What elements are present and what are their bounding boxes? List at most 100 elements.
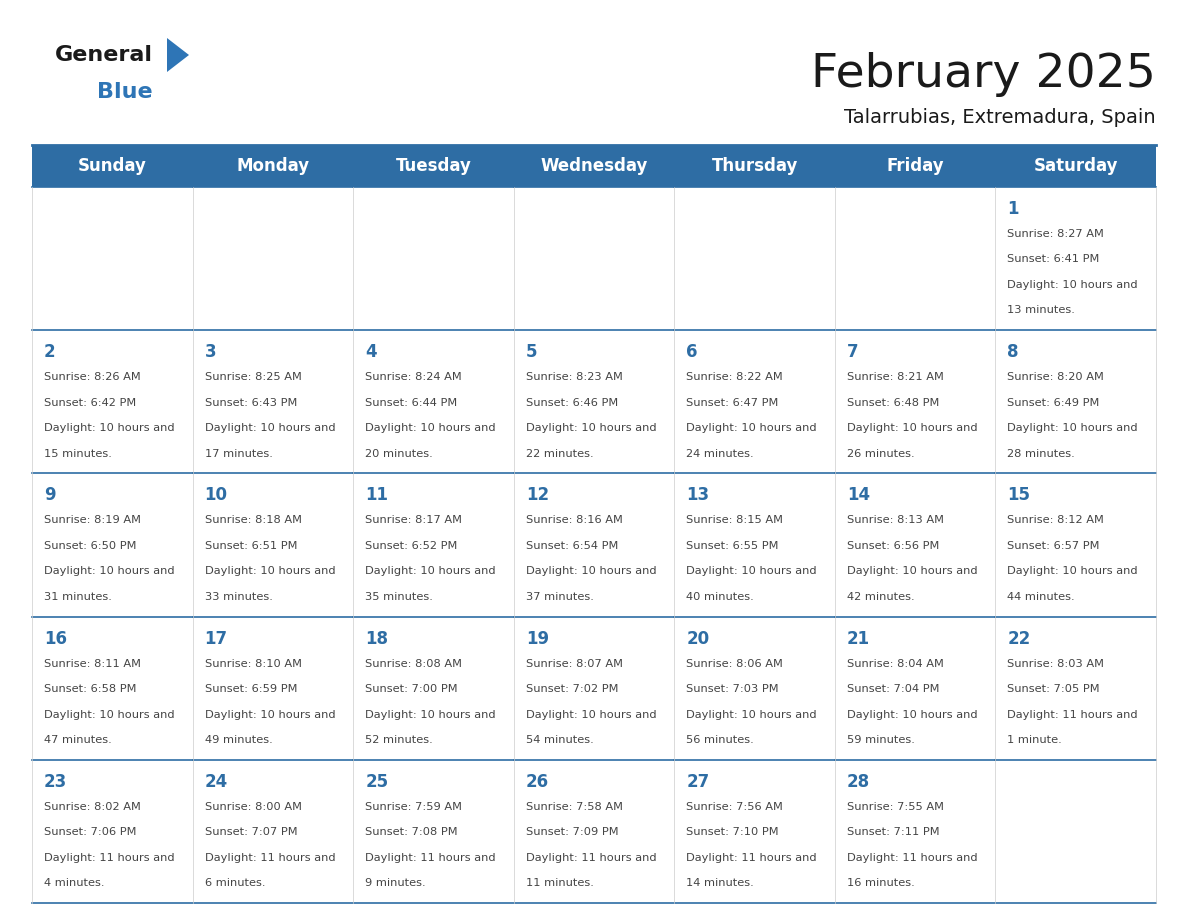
Text: Sunset: 6:57 PM: Sunset: 6:57 PM <box>1007 541 1100 551</box>
Bar <box>192 330 353 474</box>
Text: Sunset: 7:05 PM: Sunset: 7:05 PM <box>1007 684 1100 694</box>
Text: Sunrise: 8:06 AM: Sunrise: 8:06 AM <box>687 658 783 668</box>
Text: 20: 20 <box>687 630 709 647</box>
Text: 24 minutes.: 24 minutes. <box>687 449 754 459</box>
Bar <box>353 187 513 330</box>
Text: Sunset: 6:56 PM: Sunset: 6:56 PM <box>847 541 940 551</box>
Bar <box>675 760 835 903</box>
Text: Sunrise: 7:55 AM: Sunrise: 7:55 AM <box>847 801 943 812</box>
Text: General: General <box>55 45 153 65</box>
Text: Daylight: 10 hours and: Daylight: 10 hours and <box>204 423 335 433</box>
Bar <box>353 760 513 903</box>
Text: Sunset: 6:42 PM: Sunset: 6:42 PM <box>44 397 137 408</box>
Text: Daylight: 11 hours and: Daylight: 11 hours and <box>44 853 175 863</box>
Text: Sunrise: 8:27 AM: Sunrise: 8:27 AM <box>1007 229 1105 239</box>
Text: 59 minutes.: 59 minutes. <box>847 735 915 745</box>
Text: Sunrise: 8:08 AM: Sunrise: 8:08 AM <box>365 658 462 668</box>
Text: Monday: Monday <box>236 157 309 175</box>
Text: Daylight: 10 hours and: Daylight: 10 hours and <box>526 566 656 577</box>
Text: 56 minutes.: 56 minutes. <box>687 735 754 745</box>
Bar <box>353 330 513 474</box>
Bar <box>32 145 1156 187</box>
Text: 5: 5 <box>526 343 537 361</box>
Text: Daylight: 10 hours and: Daylight: 10 hours and <box>365 566 495 577</box>
Text: Daylight: 10 hours and: Daylight: 10 hours and <box>1007 280 1138 290</box>
Text: 20 minutes.: 20 minutes. <box>365 449 432 459</box>
Text: 44 minutes.: 44 minutes. <box>1007 592 1075 602</box>
Text: Sunrise: 8:26 AM: Sunrise: 8:26 AM <box>44 372 140 382</box>
Text: Daylight: 10 hours and: Daylight: 10 hours and <box>847 710 978 720</box>
Bar <box>192 617 353 760</box>
Text: Daylight: 10 hours and: Daylight: 10 hours and <box>687 566 817 577</box>
Bar <box>996 187 1156 330</box>
Text: Sunrise: 8:23 AM: Sunrise: 8:23 AM <box>526 372 623 382</box>
Text: 10: 10 <box>204 487 228 504</box>
Text: Daylight: 10 hours and: Daylight: 10 hours and <box>526 423 656 433</box>
Text: 22 minutes.: 22 minutes. <box>526 449 593 459</box>
Text: Daylight: 10 hours and: Daylight: 10 hours and <box>204 710 335 720</box>
Text: Sunrise: 8:02 AM: Sunrise: 8:02 AM <box>44 801 141 812</box>
Text: Talarrubias, Extremadura, Spain: Talarrubias, Extremadura, Spain <box>845 108 1156 127</box>
Text: Daylight: 10 hours and: Daylight: 10 hours and <box>847 423 978 433</box>
Text: 15 minutes.: 15 minutes. <box>44 449 112 459</box>
Text: 35 minutes.: 35 minutes. <box>365 592 432 602</box>
Text: 28: 28 <box>847 773 870 790</box>
Bar <box>996 474 1156 617</box>
Text: 16 minutes.: 16 minutes. <box>847 879 915 889</box>
Text: Tuesday: Tuesday <box>396 157 472 175</box>
Bar <box>32 617 192 760</box>
Text: Sunrise: 8:10 AM: Sunrise: 8:10 AM <box>204 658 302 668</box>
Text: 3: 3 <box>204 343 216 361</box>
Text: Sunset: 7:07 PM: Sunset: 7:07 PM <box>204 827 297 837</box>
Text: 54 minutes.: 54 minutes. <box>526 735 594 745</box>
Text: Sunrise: 8:07 AM: Sunrise: 8:07 AM <box>526 658 623 668</box>
Bar <box>835 474 996 617</box>
Text: 49 minutes.: 49 minutes. <box>204 735 272 745</box>
Bar <box>835 330 996 474</box>
Text: 2: 2 <box>44 343 56 361</box>
Text: Saturday: Saturday <box>1034 157 1118 175</box>
Text: Daylight: 11 hours and: Daylight: 11 hours and <box>847 853 978 863</box>
Text: Sunrise: 8:18 AM: Sunrise: 8:18 AM <box>204 515 302 525</box>
Text: 42 minutes.: 42 minutes. <box>847 592 915 602</box>
Text: Sunrise: 8:22 AM: Sunrise: 8:22 AM <box>687 372 783 382</box>
Bar <box>513 474 675 617</box>
Bar <box>675 617 835 760</box>
Text: 17: 17 <box>204 630 228 647</box>
Text: Daylight: 10 hours and: Daylight: 10 hours and <box>1007 566 1138 577</box>
Bar <box>835 760 996 903</box>
Text: Sunset: 6:59 PM: Sunset: 6:59 PM <box>204 684 297 694</box>
Text: Sunset: 7:06 PM: Sunset: 7:06 PM <box>44 827 137 837</box>
Text: February 2025: February 2025 <box>811 52 1156 97</box>
Text: 40 minutes.: 40 minutes. <box>687 592 754 602</box>
Text: 19: 19 <box>526 630 549 647</box>
Text: Daylight: 10 hours and: Daylight: 10 hours and <box>365 423 495 433</box>
Text: Sunrise: 8:15 AM: Sunrise: 8:15 AM <box>687 515 783 525</box>
Text: Sunrise: 8:11 AM: Sunrise: 8:11 AM <box>44 658 141 668</box>
Text: 1 minute.: 1 minute. <box>1007 735 1062 745</box>
Bar <box>835 187 996 330</box>
Text: 1: 1 <box>1007 200 1019 218</box>
Bar <box>192 187 353 330</box>
Text: Sunset: 6:54 PM: Sunset: 6:54 PM <box>526 541 618 551</box>
Text: Sunset: 6:51 PM: Sunset: 6:51 PM <box>204 541 297 551</box>
Text: 33 minutes.: 33 minutes. <box>204 592 272 602</box>
Text: Friday: Friday <box>886 157 944 175</box>
Text: 13 minutes.: 13 minutes. <box>1007 306 1075 316</box>
Text: 21: 21 <box>847 630 870 647</box>
Bar <box>675 330 835 474</box>
Polygon shape <box>168 38 189 72</box>
Text: Sunrise: 8:00 AM: Sunrise: 8:00 AM <box>204 801 302 812</box>
Bar <box>32 474 192 617</box>
Bar <box>192 760 353 903</box>
Bar <box>32 187 192 330</box>
Text: Sunrise: 8:03 AM: Sunrise: 8:03 AM <box>1007 658 1105 668</box>
Text: Daylight: 11 hours and: Daylight: 11 hours and <box>365 853 495 863</box>
Text: Sunrise: 8:17 AM: Sunrise: 8:17 AM <box>365 515 462 525</box>
Text: Sunrise: 8:21 AM: Sunrise: 8:21 AM <box>847 372 943 382</box>
Text: Sunrise: 8:19 AM: Sunrise: 8:19 AM <box>44 515 141 525</box>
Text: Sunset: 7:11 PM: Sunset: 7:11 PM <box>847 827 940 837</box>
Text: Daylight: 10 hours and: Daylight: 10 hours and <box>365 710 495 720</box>
Text: Sunset: 7:10 PM: Sunset: 7:10 PM <box>687 827 779 837</box>
Text: 16: 16 <box>44 630 67 647</box>
